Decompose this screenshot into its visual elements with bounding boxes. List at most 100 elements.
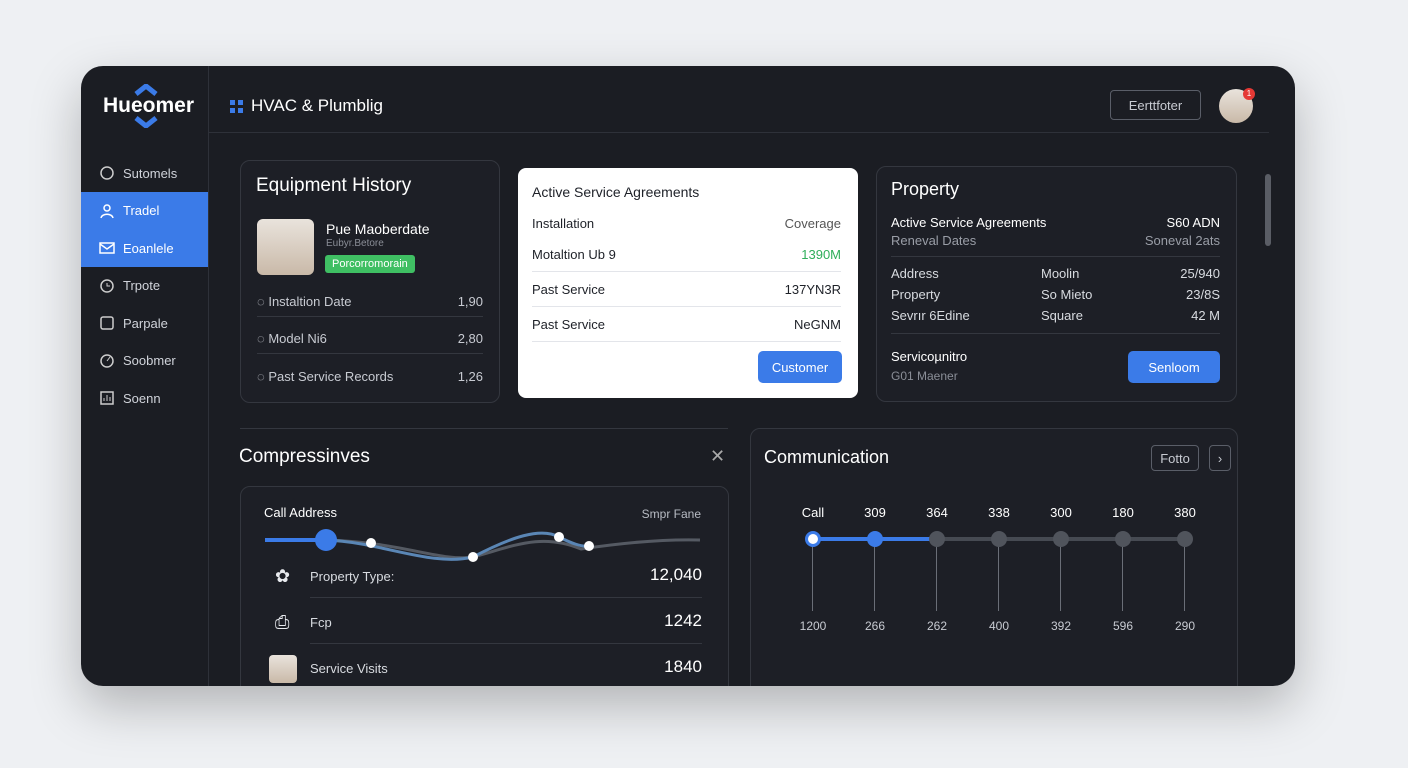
- point: [584, 541, 594, 551]
- timeline-stem: [1122, 539, 1123, 611]
- row-icon: ◌: [257, 331, 269, 346]
- equipment-row: ◌ Instaltion Date 1,90: [257, 287, 483, 317]
- stat-row: Service Visits 1840: [241, 649, 730, 686]
- renewal-value: Soneval 2ats: [1144, 233, 1220, 248]
- gauge-icon: [100, 353, 114, 368]
- technician-subtitle: Eubyr.Betore: [326, 238, 384, 249]
- sidebar-item[interactable]: Parpale: [81, 304, 208, 342]
- communication-card: Communication Fotto › Call 1200 309 266 364 2…: [750, 428, 1238, 686]
- timeline-node[interactable]: [1115, 531, 1131, 547]
- timeline-bottom-label: 290: [1174, 619, 1196, 633]
- property-card: Property Active Service Agreements S60 AD…: [876, 166, 1237, 402]
- header: HVAC & Plumblig Eerttfoter 1: [209, 66, 1269, 133]
- chart-icon: [100, 391, 114, 405]
- point: [366, 538, 376, 548]
- senloom-button[interactable]: Senloom: [1128, 351, 1220, 383]
- timeline-node[interactable]: [867, 531, 883, 547]
- footer-subtitle: G01 Maener: [891, 369, 958, 383]
- timeline-stem: [812, 539, 813, 611]
- sidebar-item[interactable]: Trpote: [81, 267, 208, 305]
- timeline-bottom-label: 400: [988, 619, 1010, 633]
- clipboard-icon: ⎙: [275, 612, 290, 632]
- sidebar-item-label: Sutomels: [123, 165, 178, 181]
- agreement-row: Past Service NeGNM: [532, 308, 841, 342]
- point: [468, 552, 478, 562]
- inbox-icon: [100, 316, 114, 330]
- timeline-node[interactable]: [1177, 531, 1193, 547]
- section-title: Compressinves: [239, 446, 370, 467]
- point: [315, 529, 337, 551]
- technician-photo: [257, 219, 314, 275]
- renewal-label: Reneval Dates: [891, 233, 977, 248]
- col-left: Installation: [532, 216, 595, 231]
- timeline-top-label: 380: [1174, 505, 1196, 520]
- active-service-agreements-card: Active Service Agreements Installation C…: [518, 168, 858, 398]
- timeline-top-label: 338: [988, 505, 1010, 520]
- notification-badge: 1: [1243, 88, 1255, 100]
- close-icon[interactable]: ✕: [710, 446, 726, 466]
- scrollbar[interactable]: [1265, 174, 1271, 246]
- stat-row: ⎙ Fcp 1242: [241, 603, 730, 644]
- cloud-icon: [100, 166, 114, 180]
- timeline-node[interactable]: [805, 531, 821, 547]
- timeline-bottom-label: 262: [926, 619, 948, 633]
- col-right: Coverage: [784, 216, 841, 231]
- page-title: HVAC & Plumblig: [251, 96, 383, 115]
- sidebar-item[interactable]: Sutomels: [81, 154, 208, 192]
- header-button[interactable]: Eerttfoter: [1110, 90, 1201, 120]
- user-icon: [100, 203, 114, 218]
- timeline-bottom-label: 392: [1050, 619, 1072, 633]
- timeline-top-label: 364: [926, 505, 948, 520]
- stat-row: ✿ Property Type: 12,040: [241, 557, 730, 598]
- card-title: Property: [891, 179, 960, 199]
- timeline-node[interactable]: [1053, 531, 1069, 547]
- customer-button[interactable]: Customer: [758, 351, 842, 383]
- card-title: Communication: [764, 447, 890, 467]
- sidebar-item[interactable]: Tradel: [81, 191, 208, 230]
- row-icon: ◌: [257, 294, 269, 309]
- chevron-right-icon[interactable]: ›: [1209, 445, 1231, 471]
- timeline-node[interactable]: [991, 531, 1007, 547]
- timeline-node[interactable]: [929, 531, 945, 547]
- logo-icon: [134, 84, 158, 128]
- timeline-top-label: 300: [1050, 505, 1072, 520]
- sidebar-item[interactable]: Soenn: [81, 379, 208, 417]
- card-title: Equipment History: [256, 175, 412, 196]
- equipment-row: ◌ Model Ni6 2,80: [257, 324, 483, 354]
- avatar: [269, 655, 297, 683]
- row-icon: ◌: [257, 368, 269, 384]
- mail-icon: [99, 242, 115, 254]
- sidebar-item-label: Tradel: [123, 203, 160, 218]
- sidebar-item-label: Eoanlele: [123, 240, 174, 256]
- agreement-row: Motaltion Ub 9 1390M: [532, 238, 841, 272]
- timeline-bottom-label: 266: [864, 619, 886, 633]
- fotto-button[interactable]: Fotto: [1151, 445, 1199, 471]
- technician-name: Pue Maoberdate: [326, 221, 430, 237]
- sidebar-item[interactable]: Soobmer: [81, 342, 208, 380]
- sidebar-item[interactable]: Eoanlele: [81, 229, 208, 267]
- sidebar-item-label: Trpote: [123, 278, 161, 293]
- sidebar: Hueomer Sutomels Tradel Eoanlele Trpote Parp…: [81, 66, 209, 686]
- status-badge: Porcorromorain: [325, 255, 415, 273]
- sidebar-item-label: Soobmer: [123, 353, 176, 368]
- timeline-stem: [874, 539, 875, 611]
- timeline-stem: [998, 539, 999, 611]
- property-row: Address Moolin 25/940: [891, 266, 1220, 281]
- agreements-value: S60 ADN: [1166, 215, 1220, 230]
- timeline-stem: [1184, 539, 1185, 611]
- sidebar-item-label: Parpale: [123, 315, 168, 331]
- timeline-top-label: 180: [1112, 505, 1134, 520]
- series-grey: [325, 538, 701, 560]
- chart-right-label: Smpr Fane: [641, 507, 701, 521]
- compress-card: Call Address Smpr Fane ✿ Property Type: 12…: [240, 486, 729, 686]
- equipment-row: ◌ Past Service Records 1,26: [257, 368, 483, 384]
- grid-icon: [230, 100, 243, 113]
- trend-chart: [265, 529, 701, 562]
- logo: Hueomer: [103, 94, 195, 117]
- chart-left-label: Call Address: [264, 505, 337, 520]
- series-blue: [265, 531, 590, 561]
- timeline-top-label: 309: [864, 505, 886, 520]
- card-title: Active Service Agreements: [532, 184, 700, 200]
- point: [554, 532, 564, 542]
- timeline-bottom-label: 1200: [799, 619, 827, 633]
